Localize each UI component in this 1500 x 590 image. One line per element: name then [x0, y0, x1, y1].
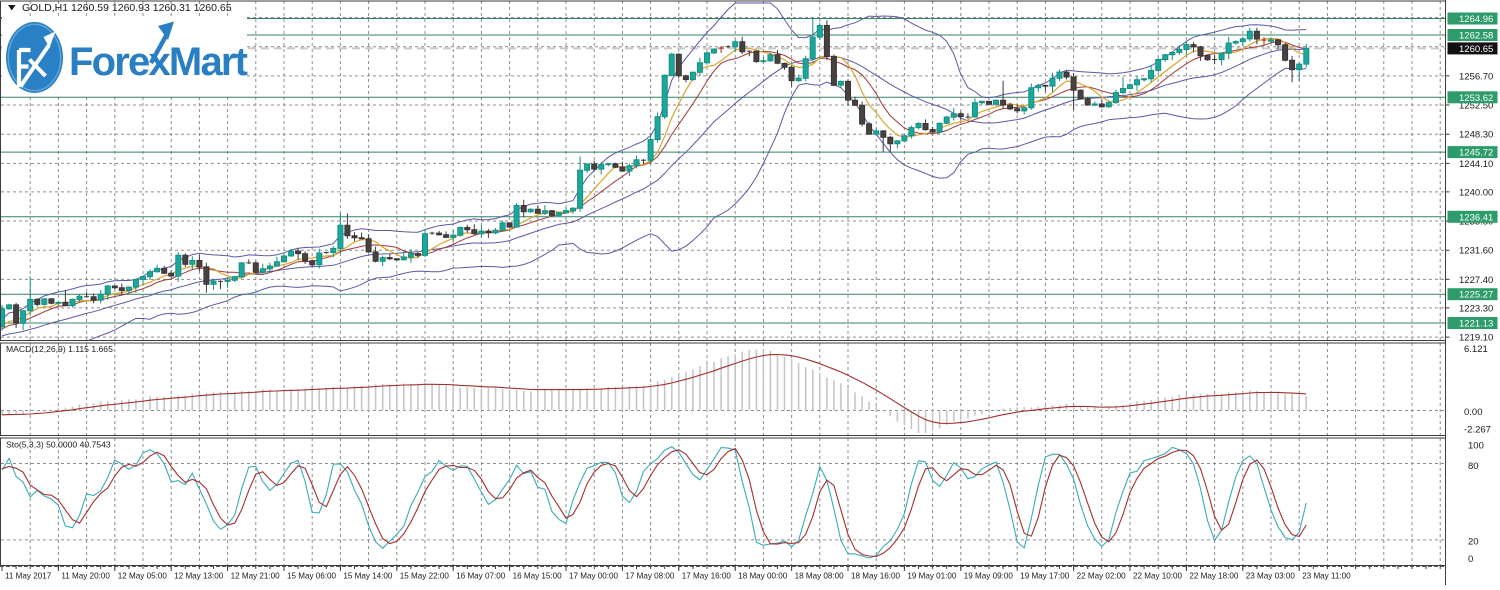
- svg-text:1248.30: 1248.30: [1459, 130, 1493, 141]
- svg-text:1256.70: 1256.70: [1459, 71, 1493, 82]
- svg-text:15 May 22:00: 15 May 22:00: [400, 572, 450, 581]
- svg-text:80: 80: [1468, 461, 1479, 472]
- svg-text:GOLD,H1 1260.59 1260.93 1260.: GOLD,H1 1260.59 1260.93 1260.31 1260.65: [22, 2, 232, 14]
- svg-text:-2.267: -2.267: [1464, 425, 1491, 436]
- svg-text:1260.65: 1260.65: [1459, 44, 1493, 55]
- svg-text:12 May 21:00: 12 May 21:00: [231, 572, 281, 581]
- svg-text:100: 100: [1468, 440, 1484, 451]
- svg-text:16 May 15:00: 16 May 15:00: [513, 572, 563, 581]
- svg-text:1262.58: 1262.58: [1459, 31, 1493, 42]
- svg-text:18 May 16:00: 18 May 16:00: [851, 572, 901, 581]
- svg-text:1252.50: 1252.50: [1459, 101, 1493, 112]
- svg-text:1236.41: 1236.41: [1459, 212, 1493, 223]
- svg-text:22 May 18:00: 22 May 18:00: [1189, 572, 1239, 581]
- svg-text:11 May 20:00: 11 May 20:00: [61, 572, 110, 581]
- svg-text:15 May 06:00: 15 May 06:00: [287, 572, 337, 581]
- svg-text:17 May 16:00: 17 May 16:00: [682, 572, 732, 581]
- svg-text:17 May 08:00: 17 May 08:00: [625, 572, 675, 581]
- svg-text:18 May 00:00: 18 May 00:00: [738, 572, 788, 581]
- svg-text:1221.13: 1221.13: [1459, 319, 1493, 330]
- svg-text:1264.96: 1264.96: [1459, 14, 1493, 25]
- svg-text:1219.10: 1219.10: [1459, 333, 1493, 344]
- svg-text:12 May 13:00: 12 May 13:00: [174, 572, 224, 581]
- svg-text:6.121: 6.121: [1464, 344, 1488, 355]
- svg-text:17 May 00:00: 17 May 00:00: [569, 572, 619, 581]
- svg-text:1231.60: 1231.60: [1459, 246, 1493, 257]
- svg-text:Sto(5,3,3) 50.0000 40.7543: Sto(5,3,3) 50.0000 40.7543: [6, 440, 111, 450]
- svg-text:23 May 03:00: 23 May 03:00: [1246, 572, 1296, 581]
- svg-text:12 May 05:00: 12 May 05:00: [118, 572, 168, 581]
- svg-text:1253.62: 1253.62: [1459, 93, 1493, 104]
- svg-text:0.00: 0.00: [1464, 407, 1483, 418]
- svg-text:20: 20: [1468, 537, 1479, 548]
- svg-text:1244.10: 1244.10: [1459, 159, 1493, 170]
- svg-text:1225.27: 1225.27: [1459, 290, 1493, 301]
- svg-text:16 May 07:00: 16 May 07:00: [456, 572, 506, 581]
- svg-text:1240.00: 1240.00: [1459, 187, 1493, 198]
- svg-text:MACD(12,26,9) 1.115 1.665: MACD(12,26,9) 1.115 1.665: [6, 344, 113, 354]
- svg-text:22 May 02:00: 22 May 02:00: [1077, 572, 1127, 581]
- svg-text:19 May 09:00: 19 May 09:00: [964, 572, 1014, 581]
- svg-text:1245.72: 1245.72: [1459, 148, 1493, 159]
- svg-text:0: 0: [1468, 554, 1473, 565]
- svg-text:15 May 14:00: 15 May 14:00: [343, 572, 393, 581]
- svg-text:1223.30: 1223.30: [1459, 303, 1493, 314]
- svg-text:11 May 2017: 11 May 2017: [5, 572, 52, 581]
- svg-text:23 May 11:00: 23 May 11:00: [1302, 572, 1351, 581]
- svg-text:19 May 17:00: 19 May 17:00: [1020, 572, 1070, 581]
- svg-text:19 May 01:00: 19 May 01:00: [907, 572, 957, 581]
- svg-text:22 May 10:00: 22 May 10:00: [1133, 572, 1183, 581]
- svg-text:18 May 08:00: 18 May 08:00: [795, 572, 845, 581]
- svg-text:1227.40: 1227.40: [1459, 275, 1493, 286]
